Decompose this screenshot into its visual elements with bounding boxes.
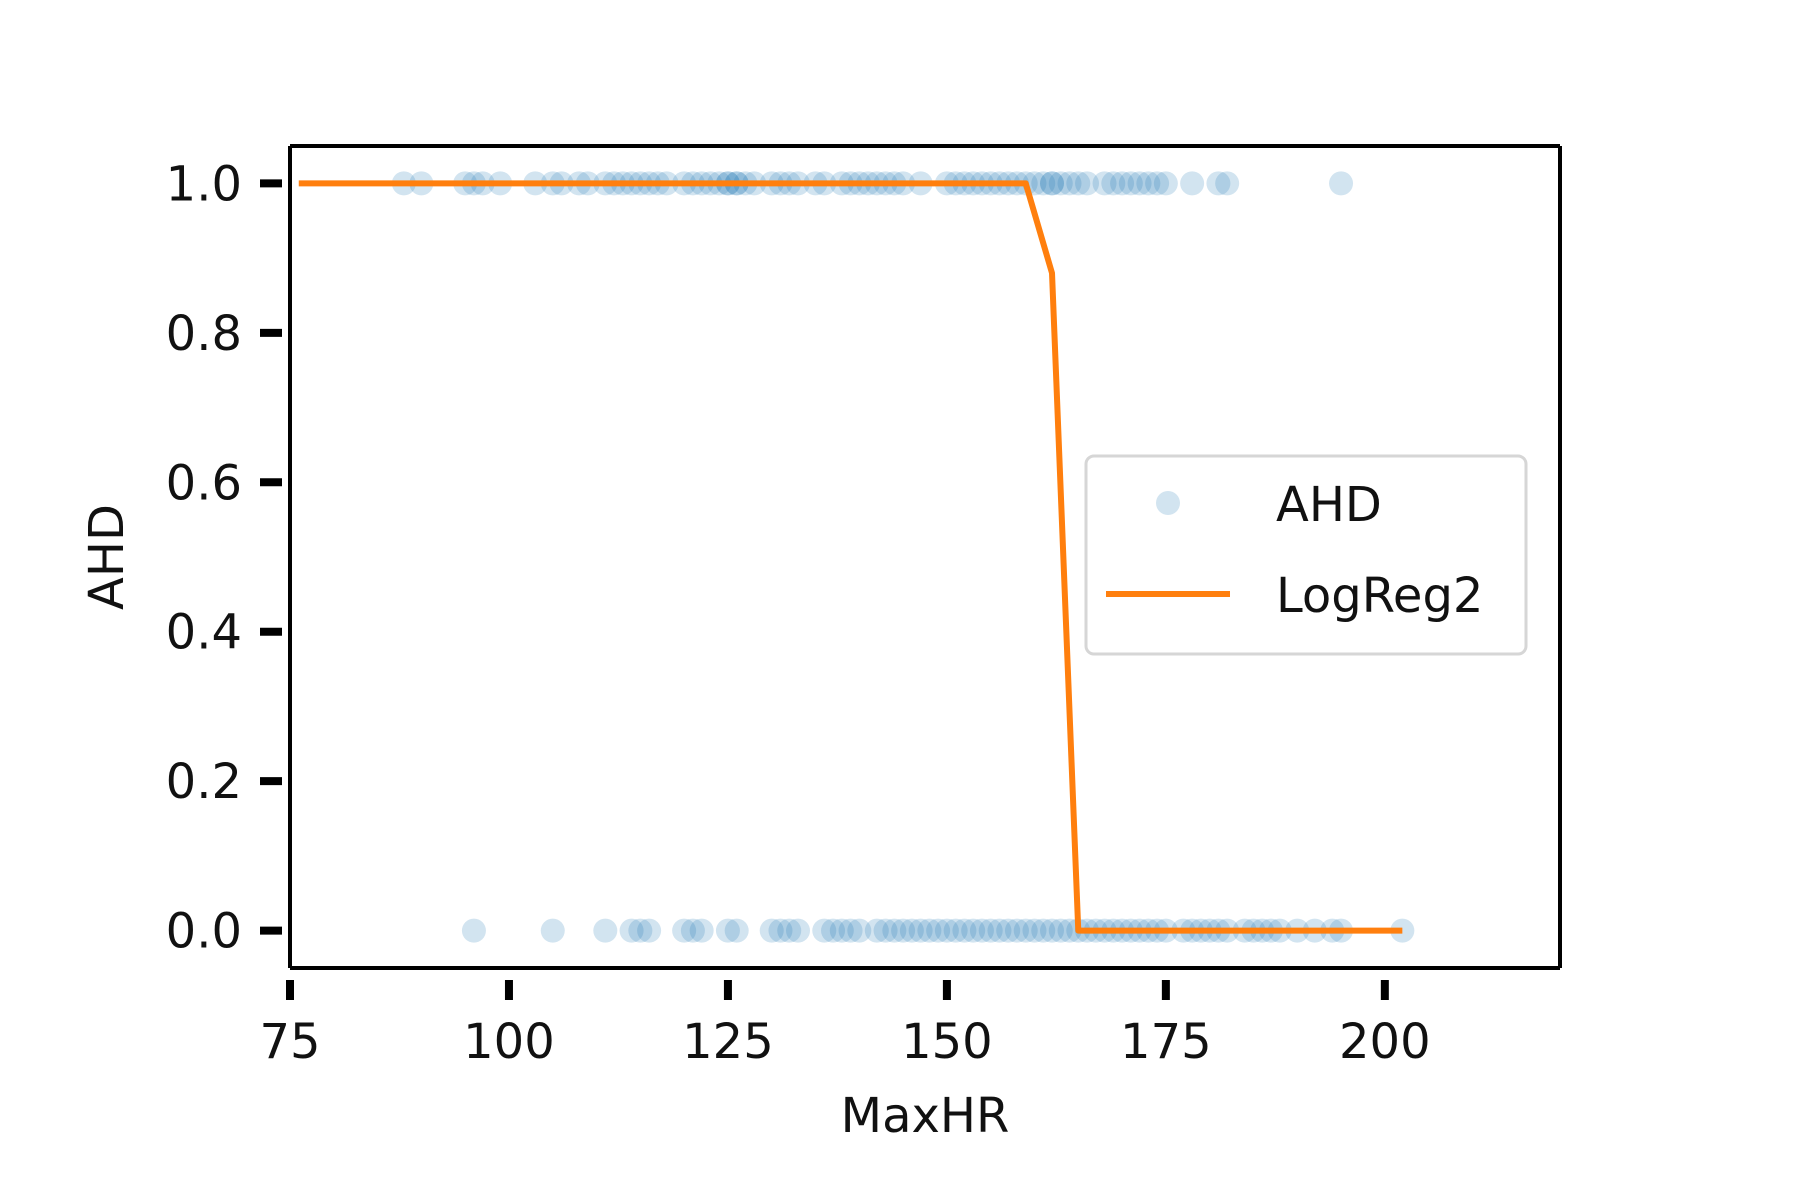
scatter-point (961, 918, 986, 943)
ticks-layer: 75 100 125 150 175 200 0.0 0.2 0.4 0.6 0.8 1.0 (166, 156, 1431, 1070)
scatter-point (864, 918, 889, 943)
scatter-point (593, 918, 618, 943)
x-tick-label: 150 (901, 1014, 993, 1070)
scatter-point (689, 918, 714, 943)
y-tick-label: 0.0 (166, 904, 242, 960)
scatter-point (943, 918, 968, 943)
y-tick-label: 0.4 (166, 605, 242, 661)
scatter-point (1022, 918, 1047, 943)
scatter-point (1075, 171, 1100, 196)
x-tick-label: 175 (1120, 1014, 1212, 1070)
line-layer (298, 180, 1403, 934)
scatter-point (1004, 918, 1029, 943)
legend: AHD LogReg2 (1084, 454, 1528, 656)
scatter-point (838, 918, 863, 943)
scatter-point (1066, 171, 1091, 196)
scatter-point (908, 918, 933, 943)
scatter-point (821, 918, 846, 943)
logreg2-line (298, 180, 1403, 934)
scatter-point (1040, 171, 1064, 196)
scatter-point (1215, 171, 1240, 196)
scatter-point (829, 918, 854, 943)
legend-marker-ahd (1156, 491, 1180, 515)
scatter-point (847, 918, 872, 943)
scatter-point (637, 918, 662, 943)
scatter-point (768, 918, 793, 943)
scatter-point (619, 918, 644, 943)
scatter-point (672, 918, 697, 943)
y-axis-title: AHD (79, 504, 135, 610)
scatter-point (812, 918, 837, 943)
scatter-point (1048, 171, 1073, 196)
scatter-point (1180, 171, 1205, 196)
legend-label-logreg2: LogReg2 (1276, 568, 1483, 624)
scatter-point (934, 918, 959, 943)
scatter-point (1206, 171, 1231, 196)
scatter-point (1101, 171, 1126, 196)
scatter-point (1031, 171, 1056, 196)
y-tick-label: 1.0 (166, 156, 242, 212)
scatter-point (1013, 918, 1038, 943)
scatter-point (926, 918, 951, 943)
scatter-point (987, 918, 1012, 943)
scatter-point (873, 918, 898, 943)
scatter-point (917, 918, 942, 943)
scatter-point (952, 918, 977, 943)
scatter-point (1040, 171, 1064, 196)
legend-box (1084, 454, 1528, 656)
x-axis-title: MaxHR (841, 1088, 1010, 1144)
legend-label-ahd: AHD (1276, 477, 1382, 533)
scatter-point (540, 918, 565, 943)
scatter-point (1057, 171, 1082, 196)
scatter-point (1110, 171, 1135, 196)
scatter-point (628, 918, 653, 943)
scatter-point (969, 918, 994, 943)
x-tick-label: 100 (463, 1014, 555, 1070)
plot-frame (288, 144, 1562, 970)
scatter-point (1329, 171, 1354, 196)
scatter-point (1092, 171, 1117, 196)
scatter-point (996, 918, 1021, 943)
scatter-point (882, 918, 907, 943)
y-tick-label: 0.2 (166, 754, 242, 810)
scatter-point (724, 918, 749, 943)
scatter-point (1136, 171, 1161, 196)
scatter-point (759, 918, 784, 943)
scatter-point (1118, 171, 1143, 196)
scatter-point (978, 918, 1003, 943)
scatter-point (1145, 171, 1170, 196)
x-tick-label: 200 (1339, 1014, 1431, 1070)
x-tick-label: 125 (682, 1014, 774, 1070)
scatter-point (1153, 171, 1178, 196)
scatter-point (1040, 918, 1064, 943)
x-tick-label: 75 (259, 1014, 320, 1070)
scatter-point (899, 918, 924, 943)
scatter-point (786, 918, 810, 943)
scatter-point (680, 918, 705, 943)
scatter-point (777, 918, 802, 943)
scatter-point (1048, 918, 1073, 943)
y-tick-label: 0.8 (166, 306, 242, 362)
scatter-point (461, 918, 486, 943)
scatter-point (891, 918, 916, 943)
scatter-point (1127, 171, 1152, 196)
y-tick-label: 0.6 (166, 455, 242, 511)
scatter-point (715, 918, 740, 943)
scatter-point (1031, 918, 1056, 943)
